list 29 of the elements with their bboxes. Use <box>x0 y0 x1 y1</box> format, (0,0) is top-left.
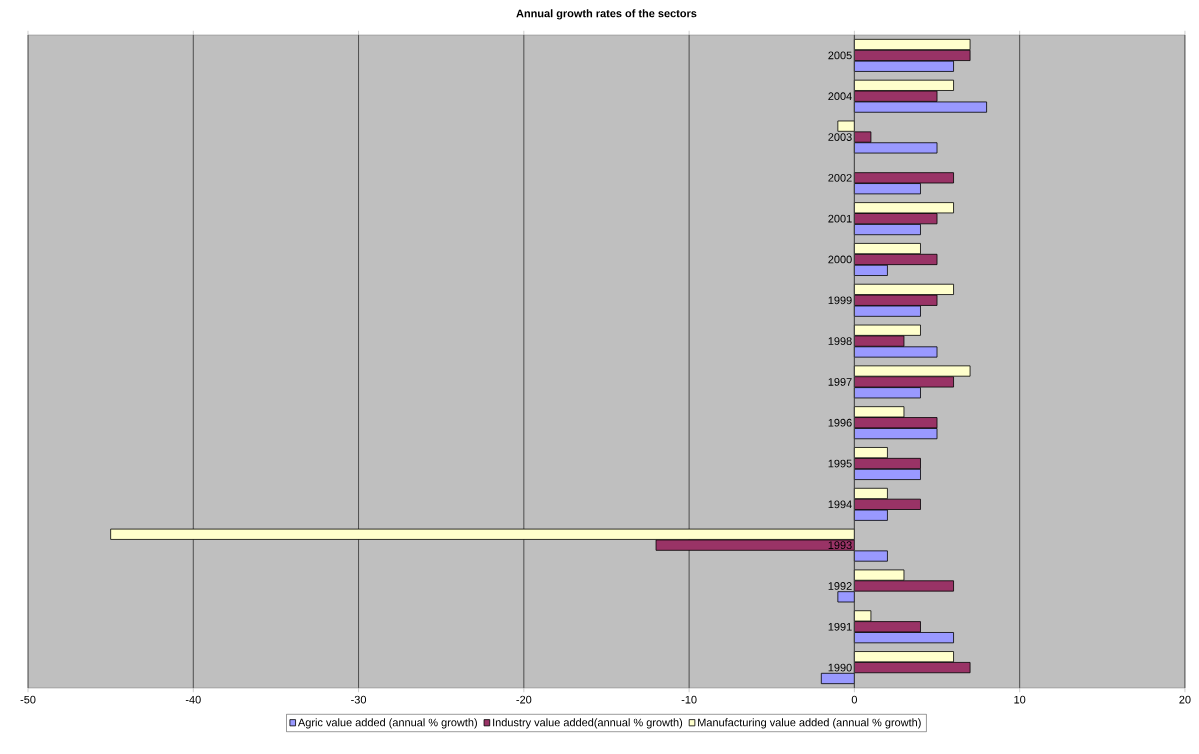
y-tick-label: 2004 <box>828 92 852 101</box>
y-tick-label: 1992 <box>828 582 852 590</box>
x-tick-label: -30 <box>351 695 367 704</box>
y-tick-label: 2000 <box>828 255 852 264</box>
y-tick-label: 2003 <box>828 133 852 141</box>
x-tick-label: -10 <box>681 695 697 704</box>
legend-label: Agric value added (annual % growth) <box>297 718 477 729</box>
x-tick-label: -50 <box>20 695 36 704</box>
y-tick-label: 1993 <box>828 541 852 550</box>
x-tick-label: -40 <box>185 695 201 704</box>
x-tick-label: -20 <box>516 695 532 704</box>
y-tick-label: 2005 <box>828 51 852 60</box>
y-tick-label: 2001 <box>828 214 852 223</box>
y-tick-label: 1995 <box>828 459 852 468</box>
y-tick-label: 1997 <box>828 378 852 386</box>
y-tick-label: 2002 <box>828 173 852 182</box>
chart-title: Annual growth rates of the sectors <box>516 9 697 20</box>
y-tick-label: 1994 <box>828 500 852 509</box>
y-tick-label: 1996 <box>828 418 852 427</box>
legend-label: Manufacturing value added (annual % growth) <box>698 718 921 729</box>
legend-label: Industry value added(annual % growth) <box>493 718 683 729</box>
y-tick-label: 1990 <box>828 663 852 672</box>
bar <box>820 672 855 685</box>
y-tick-label: 1991 <box>828 622 852 631</box>
x-tick-label: 20 <box>1179 695 1191 704</box>
y-tick-label: 1999 <box>828 296 852 305</box>
x-tick-label: 0 <box>851 695 857 704</box>
x-tick-label: 10 <box>1014 695 1026 704</box>
y-tick-label: 1998 <box>828 337 852 345</box>
